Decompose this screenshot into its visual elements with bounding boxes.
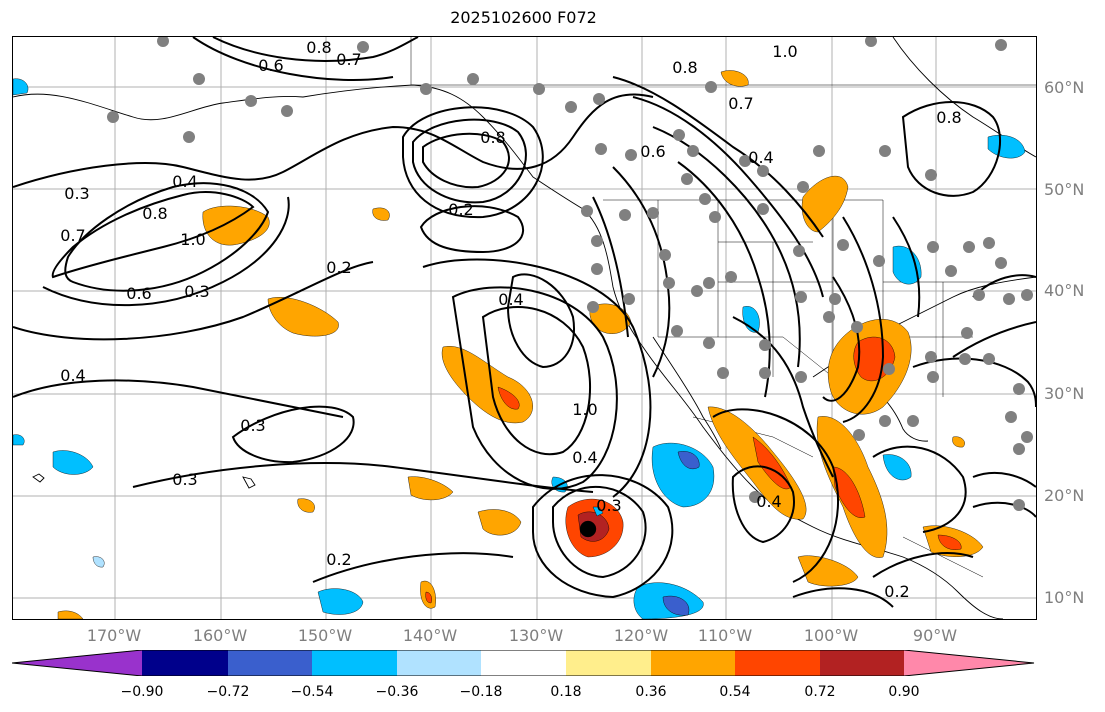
- contour-label: 0.7: [60, 226, 85, 245]
- map-title: 2025102600 F072: [450, 8, 597, 27]
- colorbar-tick-label: −0.72: [206, 684, 250, 700]
- colorbar-segment: [142, 650, 228, 676]
- map-canvas: 0.8 0.7 0.6 1.0 0.8 0.7 0.6 0.8 0.4 0.3 …: [13, 37, 1036, 619]
- contour-label: 0.3: [184, 282, 209, 301]
- longitude-label: 130°W: [508, 626, 564, 645]
- contour-label: 0.2: [884, 582, 909, 601]
- colorbar: [12, 650, 1035, 676]
- colorbar-segment: [481, 650, 566, 676]
- contour-label: 0.2: [326, 550, 351, 569]
- colorbar-tick-label: 0.36: [635, 684, 667, 700]
- contour-label: 0.6: [640, 142, 665, 161]
- station-markers: [107, 37, 1033, 511]
- colorbar-tick-label: 0.72: [804, 684, 836, 700]
- colorbar-segment: [651, 650, 735, 676]
- latitude-label: 60°N: [1044, 78, 1085, 97]
- contour-label: 0.4: [756, 492, 781, 511]
- colorbar-tick-label: −0.54: [290, 684, 334, 700]
- contour-label: 0.6: [126, 284, 151, 303]
- latitude-label: 40°N: [1044, 281, 1085, 300]
- contour-lines: [13, 37, 1036, 608]
- contour-label: 0.4: [172, 172, 197, 191]
- contour-label: 1.0: [772, 42, 797, 61]
- contour-label: 0.3: [596, 496, 621, 515]
- contour-label: 0.6: [258, 56, 283, 75]
- colorbar-segment: [566, 650, 651, 676]
- longitude-label: 140°W: [402, 626, 458, 645]
- colorbar-tick-label: 0.90: [888, 684, 920, 700]
- colorbar-segment: [312, 650, 397, 676]
- colorbar-segment: [12, 650, 142, 676]
- contour-label: 0.8: [672, 58, 697, 77]
- latitude-label: 20°N: [1044, 486, 1085, 505]
- political-borders: [410, 37, 1036, 578]
- longitude-label: 150°W: [297, 626, 353, 645]
- colorbar-tick-label: 0.18: [550, 684, 582, 700]
- colorbar-tick-label: 0.54: [719, 684, 751, 700]
- contour-label: 0.3: [172, 470, 197, 489]
- longitude-label: 160°W: [192, 626, 248, 645]
- colorbar-tick-label: −0.18: [459, 684, 503, 700]
- map-panel[interactable]: 0.8 0.7 0.6 1.0 0.8 0.7 0.6 0.8 0.4 0.3 …: [12, 36, 1037, 620]
- contour-label: 0.8: [306, 38, 331, 57]
- latitude-label: 50°N: [1044, 180, 1085, 199]
- contour-label: 0.4: [572, 448, 597, 467]
- contour-label: 1.0: [572, 400, 597, 419]
- colorbar-tick-label: −0.36: [375, 684, 419, 700]
- colorbar-segment: [820, 650, 904, 676]
- longitude-label: 90°W: [912, 626, 958, 645]
- longitude-label: 100°W: [803, 626, 859, 645]
- contour-label: 0.8: [936, 108, 961, 127]
- contour-label: 0.7: [728, 94, 753, 113]
- contour-label: 0.3: [240, 416, 265, 435]
- contour-label: 0.4: [60, 366, 85, 385]
- contour-label: 0.8: [142, 204, 167, 223]
- contour-label: 0.7: [336, 50, 361, 69]
- colorbar-tick-label: −0.90: [120, 684, 164, 700]
- latitude-label: 30°N: [1044, 384, 1085, 403]
- colorbar-segment: [904, 650, 1034, 676]
- contour-label: 0.4: [748, 148, 773, 167]
- latitude-label: 10°N: [1044, 588, 1085, 607]
- contour-label: 1.0: [180, 230, 205, 249]
- positive-anomaly-shading: [57, 70, 984, 619]
- longitude-label: 120°W: [613, 626, 669, 645]
- contour-label: 0.4: [498, 290, 523, 309]
- coastlines: [13, 37, 1036, 619]
- colorbar-segment: [735, 650, 820, 676]
- colorbar-segment: [397, 650, 481, 676]
- longitude-label: 170°W: [86, 626, 142, 645]
- contour-label: 0.3: [64, 184, 89, 203]
- contour-label: 0.2: [326, 258, 351, 277]
- negative-anomaly-shading: [13, 78, 1026, 619]
- contour-label: 0.2: [448, 200, 473, 219]
- contour-label: 0.8: [480, 128, 505, 147]
- longitude-label: 110°W: [697, 626, 753, 645]
- contour-labels: 0.8 0.7 0.6 1.0 0.8 0.7 0.6 0.8 0.4 0.3 …: [60, 38, 961, 601]
- colorbar-segment: [228, 650, 312, 676]
